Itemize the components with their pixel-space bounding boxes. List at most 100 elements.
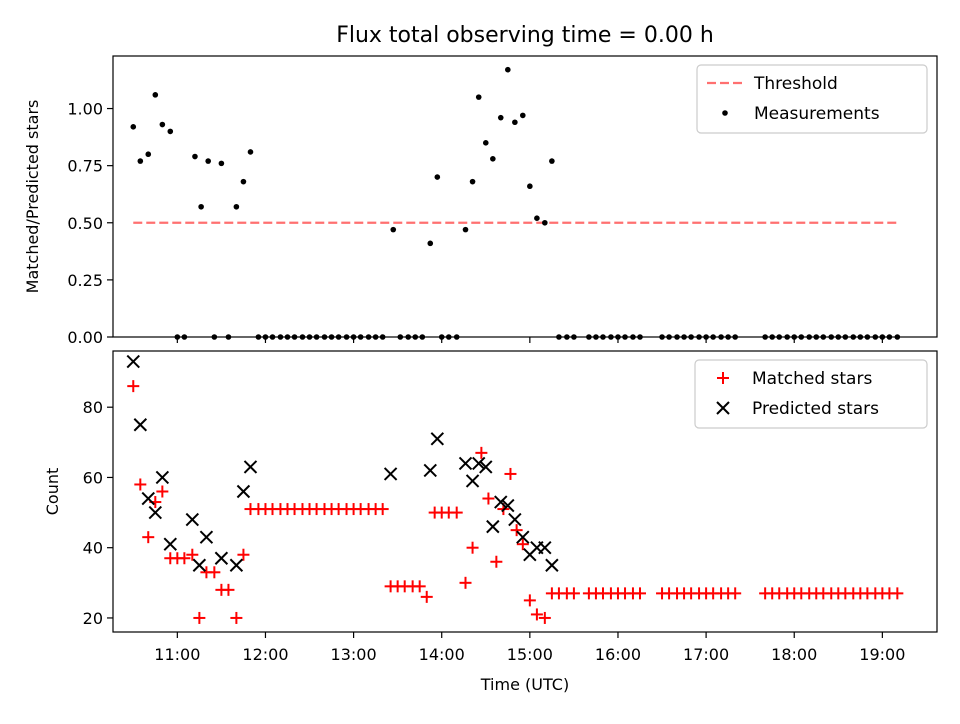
x-tick-label: 13:00 (331, 645, 377, 664)
measurement-point (490, 156, 496, 162)
y-tick-label: 80 (83, 398, 103, 417)
matched-star-point (475, 446, 488, 459)
matched-star-point (127, 380, 140, 393)
predicted-star-point (494, 495, 508, 509)
x-axis-label: Time (UTC) (480, 675, 569, 694)
matched-star-point (538, 611, 551, 624)
x-tick-label: 17:00 (683, 645, 729, 664)
measurement-point (434, 174, 441, 180)
measurement-point (205, 158, 211, 164)
x-tick-label: 11:00 (154, 645, 200, 664)
y-axis-label: Count (43, 468, 62, 516)
matched-star-point (237, 548, 250, 561)
predicted-star-point (148, 505, 163, 520)
x-tick-label: 16:00 (595, 645, 641, 664)
predicted-star-point (458, 456, 473, 471)
matched-star-point (567, 587, 580, 600)
measurement-point (152, 92, 159, 98)
predicted-star-point (545, 558, 559, 572)
legend-label: Measurements (754, 104, 880, 124)
measurement-point (130, 124, 137, 130)
legend-label: Matched stars (752, 369, 872, 389)
y-tick-label: 40 (83, 539, 103, 558)
legend-box (696, 64, 928, 134)
predicted-star-point (479, 460, 493, 474)
predicted-star-point (133, 418, 148, 432)
legend-box (694, 359, 928, 429)
predicted-star-point (465, 474, 480, 488)
measurement-point (145, 151, 152, 158)
x-tick-label: 14:00 (419, 645, 465, 664)
chart-title: Flux total observing time = 0.00 h (336, 23, 714, 48)
legend: Matched stars Predicted stars (694, 359, 928, 429)
predicted-star-point (141, 491, 155, 506)
matched-star-point (523, 594, 536, 607)
x-tick-label: 19:00 (859, 645, 905, 664)
bottom-panel: 20 40 60 80 11:00 12:00 13:00 14:00 15:00 16:00 17… (43, 350, 938, 694)
plot-frame (112, 55, 938, 338)
matched-star-point (156, 485, 169, 498)
measurement-point (505, 66, 511, 73)
predicted-star-point (423, 463, 437, 478)
legend-measurement-swatch (722, 110, 728, 116)
measurement-point (512, 119, 518, 126)
measurement-point (390, 226, 397, 233)
measurement-point (534, 215, 540, 222)
matched-star-point (516, 538, 529, 551)
matched-star-point (222, 583, 235, 596)
matched-star-point (208, 566, 221, 579)
y-axis-label: Matched/Predicted stars (23, 100, 42, 294)
measurement-point (247, 149, 254, 155)
legend-label: Predicted stars (752, 399, 879, 419)
measurement-point (240, 178, 247, 185)
matched-star-point (530, 608, 543, 621)
measurement-point (482, 140, 489, 146)
predicted-star-point (430, 432, 445, 446)
matched-star-point (729, 587, 742, 600)
matched-star-point (490, 555, 503, 568)
matched-star-point (134, 478, 147, 491)
matched-star-point (459, 576, 472, 589)
predicted-star-point (155, 470, 170, 485)
predicted-star-point (192, 558, 207, 572)
measurement-point (167, 128, 174, 135)
matched-star-point (634, 587, 647, 600)
measurement-point (475, 94, 482, 100)
predicted-star-point (383, 467, 398, 481)
predicted-star-point (538, 540, 552, 555)
measurement-point (497, 114, 504, 121)
measurement-point (192, 153, 198, 160)
y-tick-label: 60 (83, 468, 103, 487)
predicted-star-point (508, 512, 522, 527)
y-tick-label: 0.75 (67, 157, 103, 176)
predicted-star-point (229, 558, 244, 572)
measurement-point (137, 158, 144, 164)
predicted-star-point (199, 530, 214, 544)
measurement-point (233, 203, 240, 210)
legend: Threshold Measurements (696, 64, 928, 134)
top-panel: 0.00 0.25 0.50 0.75 1.00 Matched/Predicted st… (23, 55, 938, 347)
y-tick-label: 0.50 (67, 214, 103, 233)
predicted-star-point (243, 460, 258, 474)
matched-star-point (186, 548, 199, 561)
x-tick-label: 15:00 (507, 645, 553, 664)
predicted-star-point (214, 551, 229, 565)
matched-star-point (178, 552, 191, 565)
measurement-point (462, 226, 469, 233)
predicted-star-point (472, 456, 486, 471)
matched-star-point (510, 524, 523, 537)
matched-star-point (466, 541, 479, 554)
x-tick-label: 12:00 (242, 645, 288, 664)
measurement-point (519, 112, 526, 119)
legend-predicted-swatch (716, 401, 730, 415)
y-tick-label: 0.00 (67, 328, 103, 347)
matched-star-point (450, 506, 463, 519)
x-tick-label: 18:00 (771, 645, 817, 664)
measurement-point (218, 160, 225, 167)
legend-label: Threshold (753, 74, 838, 94)
matched-star-point (376, 503, 389, 516)
predicted-star-point (501, 498, 515, 513)
measurement-point (159, 121, 166, 128)
